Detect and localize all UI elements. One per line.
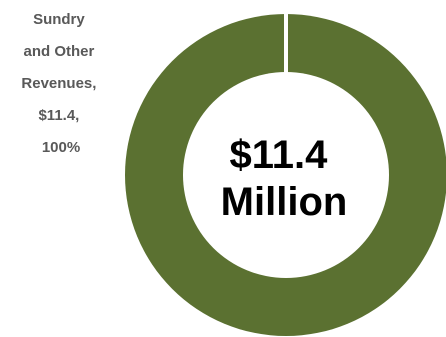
donut-hole <box>183 72 389 278</box>
slice-label: Sundry and Other Revenues, $11.4, 100% <box>21 11 100 156</box>
center-value: $11.4 <box>229 133 328 177</box>
center-unit: Million <box>221 180 348 224</box>
slice-label-line: $11.4, <box>38 107 79 124</box>
center-label: $11.4 Million <box>221 133 348 224</box>
slice-label-line: Sundry <box>33 11 85 28</box>
slice-label-line: and Other <box>23 43 94 60</box>
slice-label-line: Revenues, <box>21 75 96 92</box>
slice-label-line: 100% <box>42 139 80 156</box>
